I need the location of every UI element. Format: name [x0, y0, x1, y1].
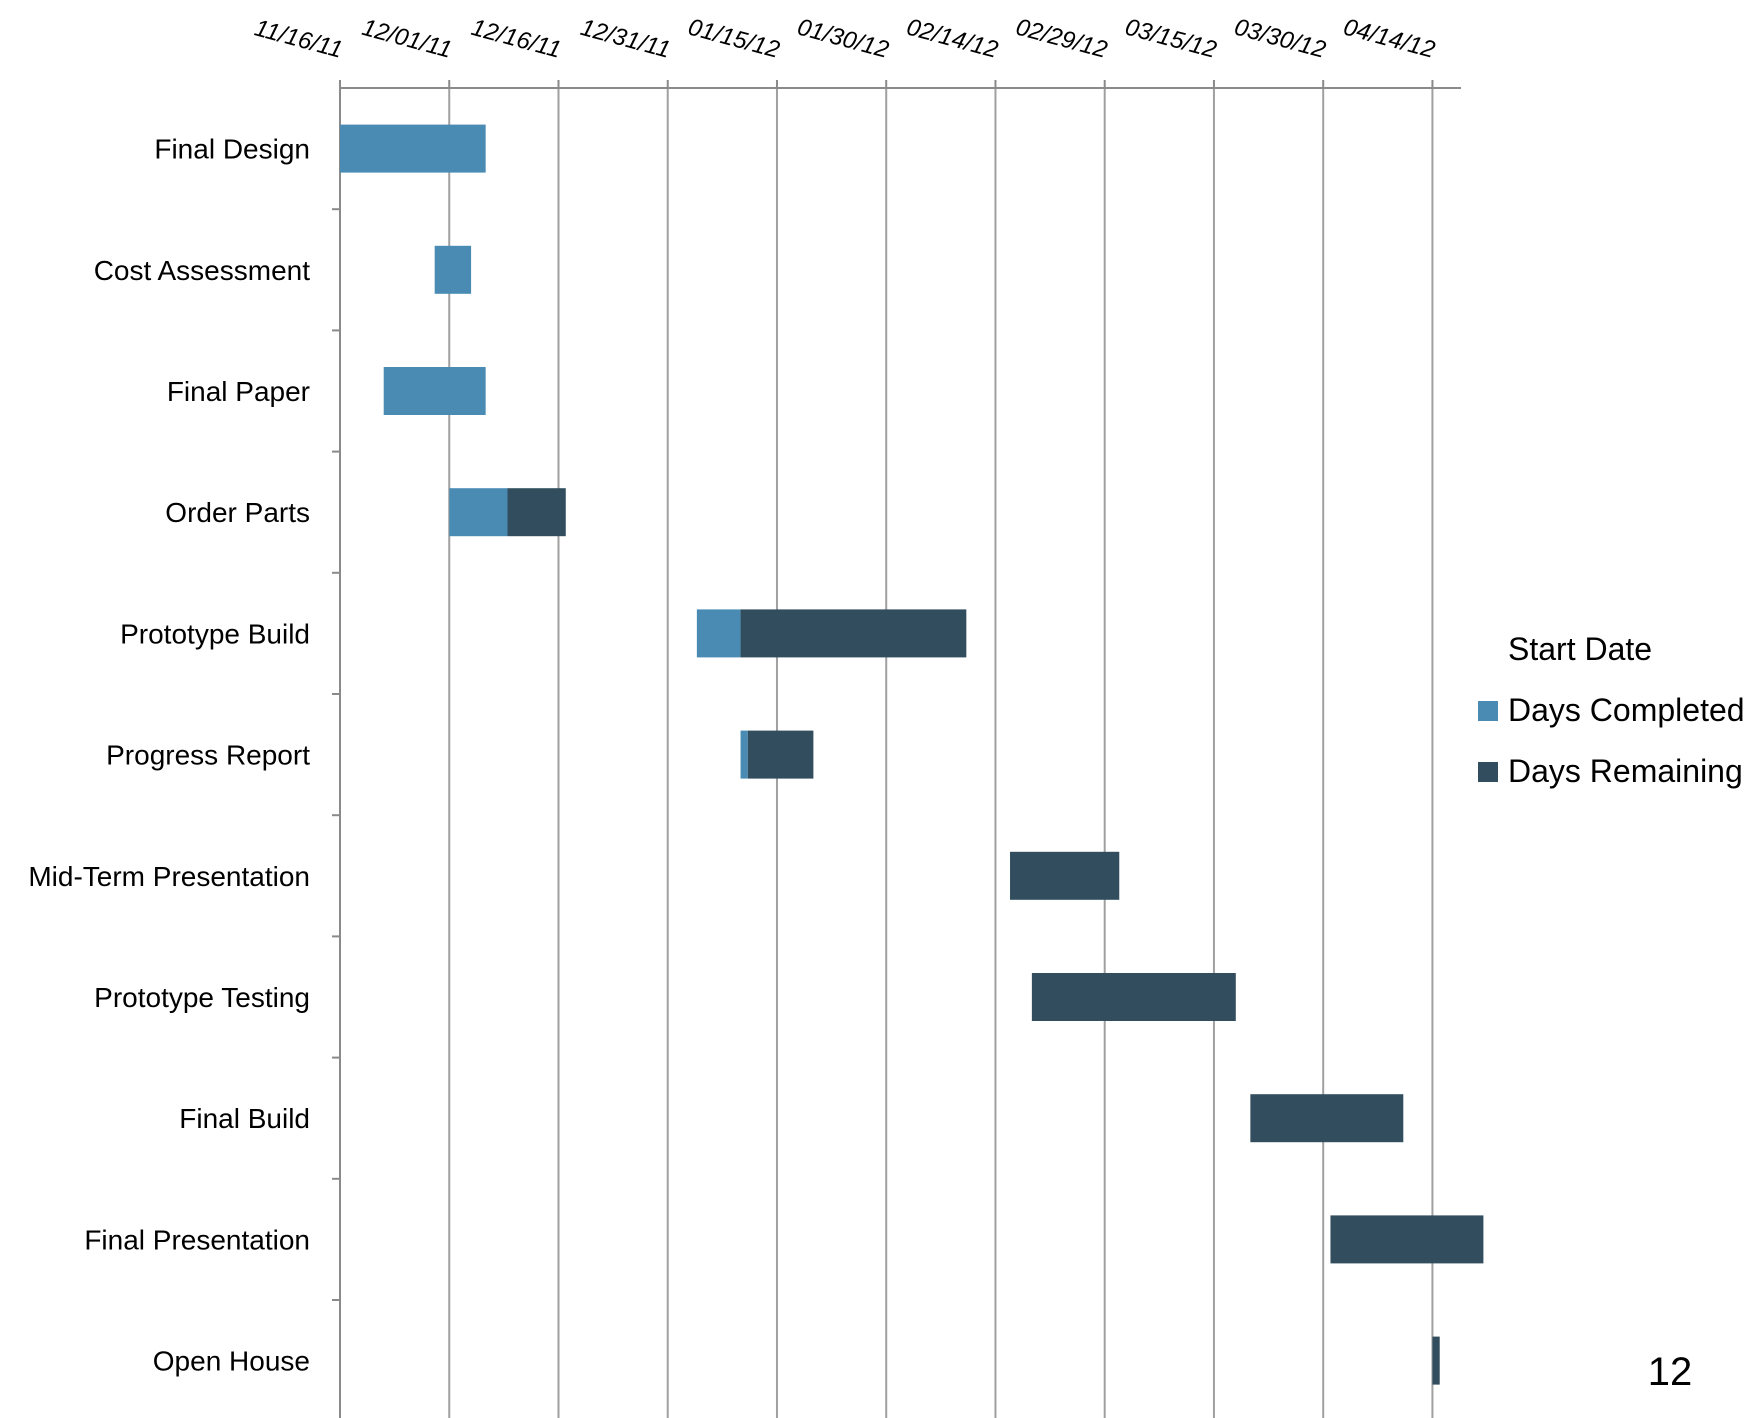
task-label: Cost Assessment — [94, 255, 311, 286]
task-label: Final Build — [179, 1103, 310, 1134]
bar-days-completed — [740, 730, 748, 779]
bar-days-remaining — [740, 609, 967, 658]
task-label: Final Presentation — [84, 1224, 310, 1255]
x-tick-label: 12/01/11 — [359, 14, 455, 64]
x-tick-label: 12/31/11 — [578, 14, 674, 64]
page-number: 12 — [1648, 1350, 1693, 1394]
bar-days-remaining — [1432, 1336, 1440, 1385]
x-tick-label: 03/15/12 — [1122, 14, 1219, 64]
task-label: Prototype Build — [120, 618, 310, 649]
x-tick-label: 12/16/11 — [468, 14, 564, 64]
bar-days-completed — [696, 609, 741, 658]
bar-days-remaining — [1031, 973, 1236, 1021]
bar-days-remaining — [1330, 1215, 1484, 1264]
x-tick-label: 01/15/12 — [685, 14, 782, 64]
task-label: Open House — [153, 1346, 310, 1377]
legend-swatch — [1478, 762, 1498, 782]
bar-days-completed — [449, 488, 508, 537]
legend-entry: Days Completed — [1508, 692, 1745, 728]
bar-days-completed — [340, 124, 486, 173]
task-label: Order Parts — [165, 497, 310, 528]
x-tick-label: 03/30/12 — [1231, 14, 1328, 64]
legend-entry: Days Remaining — [1508, 753, 1743, 789]
bar-days-completed — [383, 367, 486, 415]
legend-swatch — [1478, 701, 1498, 721]
task-label: Final Design — [154, 134, 310, 165]
task-label: Progress Report — [106, 740, 310, 771]
bar-days-remaining — [1010, 851, 1120, 900]
x-tick-label: 11/16/11 — [252, 14, 346, 63]
x-tick-label: 02/14/12 — [904, 14, 1001, 64]
bar-days-remaining — [1250, 1094, 1404, 1143]
x-tick-label: 04/14/12 — [1341, 14, 1438, 64]
x-tick-label: 01/30/12 — [794, 14, 891, 64]
legend-entry: Start Date — [1508, 631, 1652, 667]
task-label: Prototype Testing — [94, 982, 310, 1013]
task-label: Mid-Term Presentation — [28, 861, 310, 892]
bar-days-completed — [434, 245, 472, 294]
x-tick-label: 02/29/12 — [1013, 14, 1110, 64]
bar-days-remaining — [747, 730, 814, 779]
bar-days-remaining — [507, 488, 566, 537]
task-label: Final Paper — [167, 376, 310, 407]
